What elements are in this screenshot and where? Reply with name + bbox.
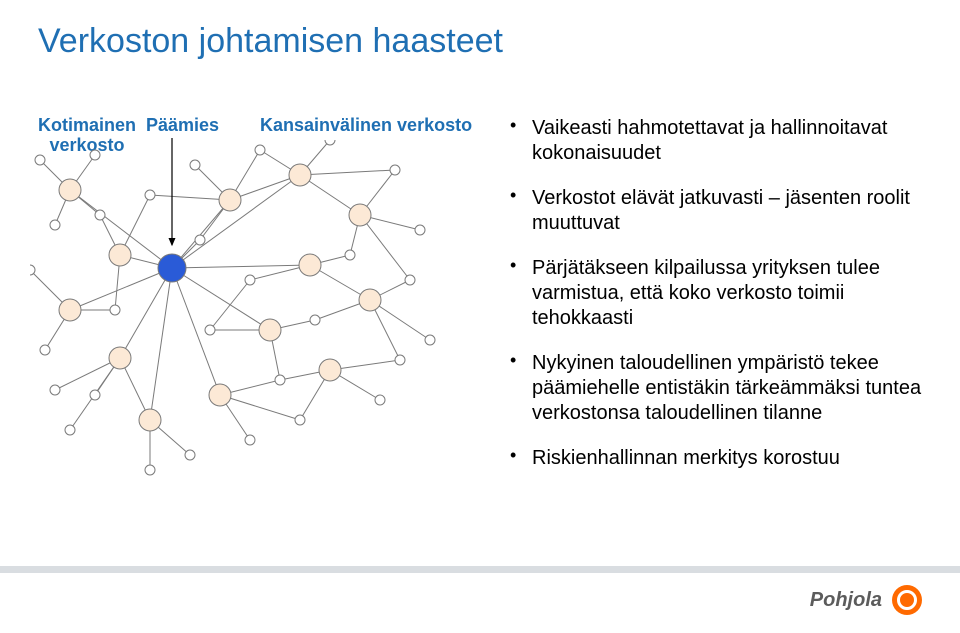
footer-bar [0,566,960,573]
logo-text: Pohjola [810,589,882,612]
bullet-item: Pärjätäkseen kilpailussa yrityksen tulee… [510,256,930,331]
logo: Pohjola [810,585,922,615]
bullet-list: Vaikeasti hahmotettavat ja hallinnoitava… [510,116,930,491]
bullet-item: Verkostot elävät jatkuvasti – jäsenten r… [510,186,930,236]
bullet-item: Nykyinen taloudellinen ympäristö tekee p… [510,351,930,426]
slide: { "title": { "text": "Verkoston johtamis… [0,0,960,633]
bullet-item: Riskienhallinnan merkitys korostuu [510,446,930,471]
bullet-item: Vaikeasti hahmotettavat ja hallinnoitava… [510,116,930,166]
principal-arrow [0,0,500,500]
logo-badge-icon [892,585,922,615]
